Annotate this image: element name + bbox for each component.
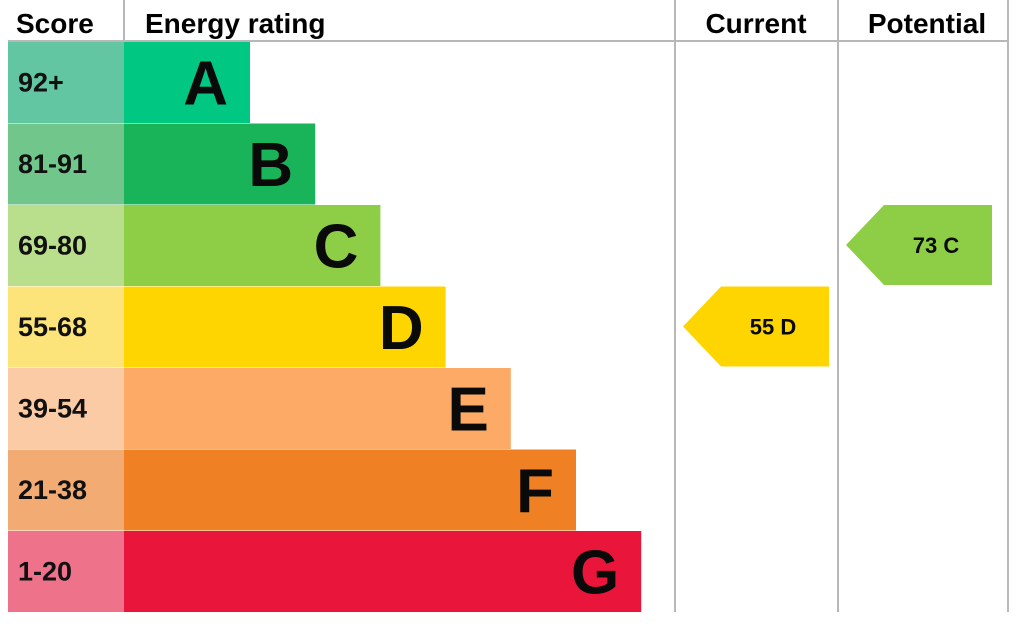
band-letter-c: C <box>314 213 359 282</box>
band-letter-f: F <box>516 457 554 526</box>
score-cell-c <box>8 205 124 286</box>
score-range-c: 69-80 <box>18 231 87 261</box>
band-letter-a: A <box>183 50 228 119</box>
score-range-b: 81-91 <box>18 149 87 179</box>
score-range-a: 92+ <box>18 68 64 98</box>
current-header: Current <box>705 8 806 39</box>
potential-rating-label: 73 C <box>913 233 960 258</box>
score-range-e: 39-54 <box>18 394 87 424</box>
band-letter-d: D <box>379 294 424 363</box>
score-range-d: 55-68 <box>18 312 87 342</box>
score-cell-d <box>8 286 124 368</box>
band-bar-e <box>124 368 511 449</box>
energy-rating-header: Energy rating <box>145 8 325 39</box>
band-bar-f <box>124 449 576 531</box>
rating-bands: 92+ A 81-91 B 69-80 C 55-68 D 39-54 E 21-38 F 1-20 G <box>8 42 642 612</box>
score-range-g: 1-20 <box>18 557 72 587</box>
rating-flags: 55 D 73 C <box>683 205 992 367</box>
current-rating-label: 55 D <box>750 315 796 340</box>
score-range-f: 21-38 <box>18 475 87 505</box>
score-header: Score <box>16 8 94 39</box>
grid-lines <box>8 0 1009 612</box>
potential-header: Potential <box>868 8 986 39</box>
band-bar-d <box>124 286 446 368</box>
score-cell-e <box>8 368 124 449</box>
band-bar-b <box>124 123 316 205</box>
band-bar-g <box>124 531 642 612</box>
score-cell-a <box>8 42 124 123</box>
score-cell-f <box>8 449 124 531</box>
potential-rating-arrow <box>846 205 992 285</box>
current-rating-arrow <box>683 286 829 367</box>
band-letter-e: E <box>447 376 488 445</box>
band-letter-b: B <box>248 131 293 200</box>
band-letter-g: G <box>571 539 619 608</box>
band-bar-c <box>124 205 381 286</box>
band-bar-a <box>124 42 250 123</box>
score-cell-g <box>8 531 124 612</box>
score-cell-b <box>8 123 124 205</box>
